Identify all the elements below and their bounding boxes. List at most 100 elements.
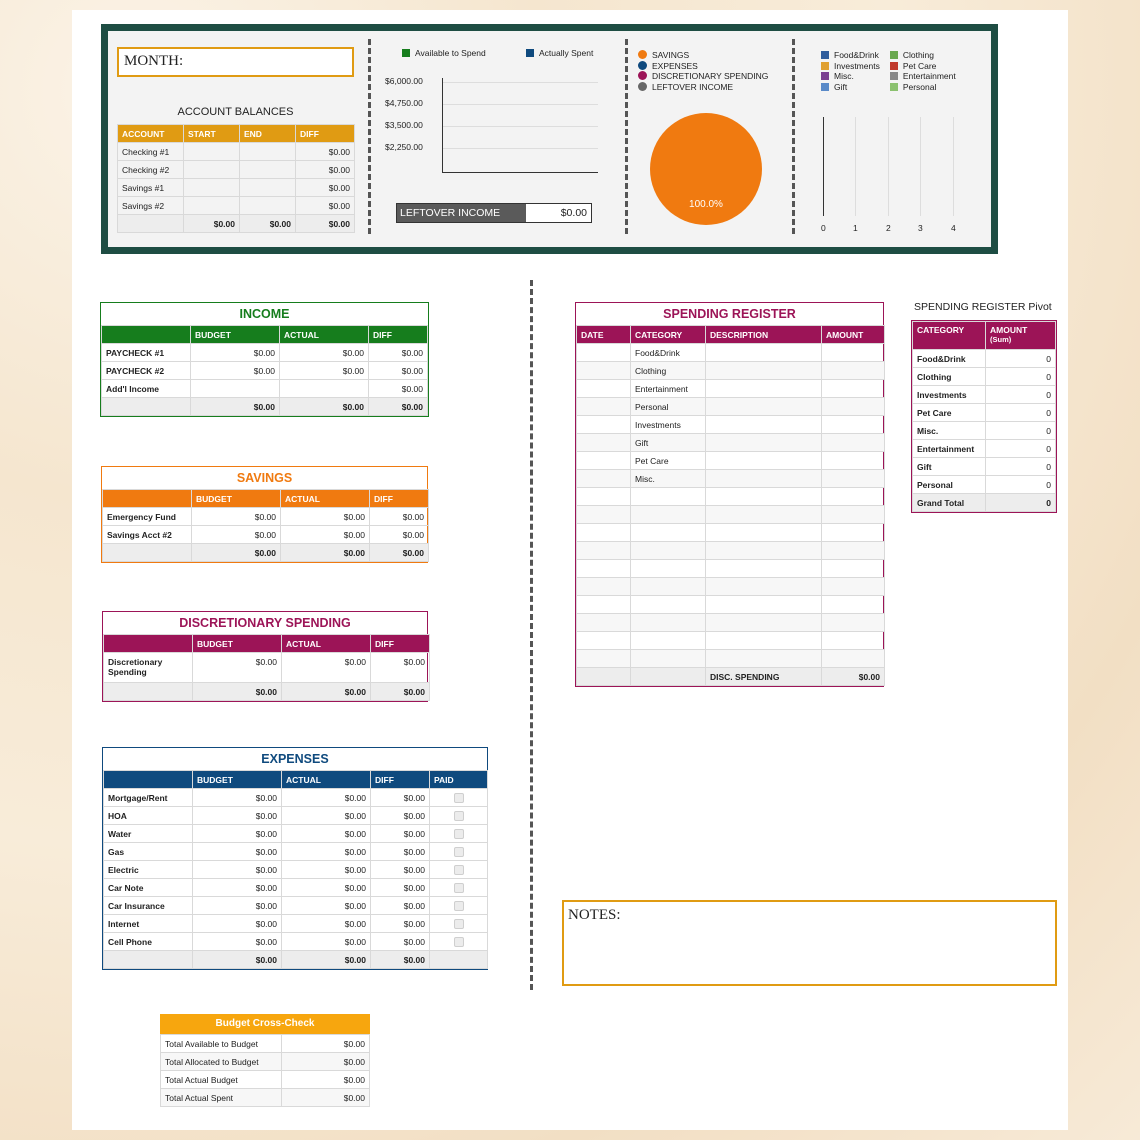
value-cell[interactable]: $0.00 bbox=[370, 788, 430, 807]
paid-checkbox[interactable] bbox=[453, 810, 464, 821]
value-cell[interactable]: $0.00 bbox=[281, 806, 371, 825]
value-cell[interactable]: $0.00 bbox=[192, 896, 282, 915]
value-cell[interactable]: $0.00 bbox=[281, 824, 371, 843]
amount-cell[interactable] bbox=[821, 451, 885, 470]
amount-cell[interactable] bbox=[821, 397, 885, 416]
category-cell[interactable] bbox=[630, 559, 706, 578]
value-cell[interactable]: $0.00 bbox=[370, 824, 430, 843]
value-cell[interactable]: $0.00 bbox=[190, 361, 280, 380]
amount-cell[interactable] bbox=[821, 649, 885, 668]
category-cell[interactable]: Personal bbox=[630, 397, 706, 416]
value-cell[interactable]: $0.00 bbox=[192, 652, 282, 683]
description-cell[interactable] bbox=[705, 559, 822, 578]
description-cell[interactable] bbox=[705, 361, 822, 380]
amount-cell[interactable] bbox=[821, 415, 885, 434]
date-cell[interactable] bbox=[576, 541, 631, 560]
value-cell[interactable] bbox=[239, 142, 296, 161]
value-cell[interactable]: $0.00 bbox=[191, 525, 281, 544]
value-cell[interactable]: $0.00 bbox=[368, 361, 428, 380]
value-cell[interactable]: $0.00 bbox=[295, 142, 355, 161]
value-cell[interactable]: $0.00 bbox=[369, 525, 429, 544]
amount-cell[interactable] bbox=[821, 469, 885, 488]
value-cell[interactable]: $0.00 bbox=[370, 652, 430, 683]
value-cell[interactable]: $0.00 bbox=[192, 932, 282, 951]
paid-checkbox[interactable] bbox=[453, 828, 464, 839]
value-cell[interactable]: $0.00 bbox=[192, 788, 282, 807]
notes-box[interactable]: NOTES: bbox=[562, 900, 1057, 986]
date-cell[interactable] bbox=[576, 415, 631, 434]
description-cell[interactable] bbox=[705, 379, 822, 398]
date-cell[interactable] bbox=[576, 505, 631, 524]
category-cell[interactable] bbox=[630, 577, 706, 596]
date-cell[interactable] bbox=[576, 379, 631, 398]
amount-cell[interactable] bbox=[821, 379, 885, 398]
paid-checkbox[interactable] bbox=[453, 846, 464, 857]
value-cell[interactable]: $0.00 bbox=[370, 860, 430, 879]
value-cell[interactable]: $0.00 bbox=[280, 525, 370, 544]
month-field[interactable]: MONTH: bbox=[117, 47, 354, 77]
paid-checkbox[interactable] bbox=[453, 918, 464, 929]
value-cell[interactable]: $0.00 bbox=[281, 914, 371, 933]
category-cell[interactable]: Clothing bbox=[630, 361, 706, 380]
value-cell[interactable]: $0.00 bbox=[370, 914, 430, 933]
value-cell[interactable]: $0.00 bbox=[370, 806, 430, 825]
value-cell[interactable]: $0.00 bbox=[192, 842, 282, 861]
value-cell[interactable]: $0.00 bbox=[281, 860, 371, 879]
value-cell[interactable]: $0.00 bbox=[295, 196, 355, 215]
value-cell[interactable]: $0.00 bbox=[295, 160, 355, 179]
description-cell[interactable] bbox=[705, 397, 822, 416]
date-cell[interactable] bbox=[576, 631, 631, 650]
category-cell[interactable]: Entertainment bbox=[630, 379, 706, 398]
date-cell[interactable] bbox=[576, 523, 631, 542]
description-cell[interactable] bbox=[705, 541, 822, 560]
category-cell[interactable] bbox=[630, 631, 706, 650]
amount-cell[interactable] bbox=[821, 631, 885, 650]
value-cell[interactable]: $0.00 bbox=[190, 343, 280, 362]
amount-cell[interactable] bbox=[821, 559, 885, 578]
description-cell[interactable] bbox=[705, 451, 822, 470]
value-cell[interactable] bbox=[183, 160, 240, 179]
category-cell[interactable]: Misc. bbox=[630, 469, 706, 488]
paid-checkbox[interactable] bbox=[453, 864, 464, 875]
value-cell[interactable]: $0.00 bbox=[279, 361, 369, 380]
description-cell[interactable] bbox=[705, 487, 822, 506]
value-cell[interactable] bbox=[279, 379, 369, 398]
value-cell[interactable]: $0.00 bbox=[192, 806, 282, 825]
date-cell[interactable] bbox=[576, 469, 631, 488]
value-cell[interactable]: $0.00 bbox=[281, 932, 371, 951]
description-cell[interactable] bbox=[705, 649, 822, 668]
date-cell[interactable] bbox=[576, 433, 631, 452]
value-cell[interactable]: $0.00 bbox=[192, 914, 282, 933]
value-cell[interactable]: $0.00 bbox=[369, 507, 429, 526]
value-cell[interactable]: $0.00 bbox=[281, 788, 371, 807]
category-cell[interactable]: Gift bbox=[630, 433, 706, 452]
amount-cell[interactable] bbox=[821, 523, 885, 542]
category-cell[interactable] bbox=[630, 523, 706, 542]
value-cell[interactable] bbox=[239, 178, 296, 197]
date-cell[interactable] bbox=[576, 559, 631, 578]
category-cell[interactable] bbox=[630, 541, 706, 560]
paid-checkbox[interactable] bbox=[453, 792, 464, 803]
amount-cell[interactable] bbox=[821, 613, 885, 632]
value-cell[interactable] bbox=[239, 196, 296, 215]
value-cell[interactable]: $0.00 bbox=[370, 896, 430, 915]
amount-cell[interactable] bbox=[821, 541, 885, 560]
value-cell[interactable]: $0.00 bbox=[192, 878, 282, 897]
value-cell[interactable]: $0.00 bbox=[295, 178, 355, 197]
value-cell[interactable]: $0.00 bbox=[368, 343, 428, 362]
value-cell[interactable]: $0.00 bbox=[281, 878, 371, 897]
date-cell[interactable] bbox=[576, 613, 631, 632]
description-cell[interactable] bbox=[705, 523, 822, 542]
description-cell[interactable] bbox=[705, 433, 822, 452]
amount-cell[interactable] bbox=[821, 505, 885, 524]
category-cell[interactable] bbox=[630, 649, 706, 668]
description-cell[interactable] bbox=[705, 343, 822, 362]
date-cell[interactable] bbox=[576, 649, 631, 668]
amount-cell[interactable] bbox=[821, 595, 885, 614]
value-cell[interactable]: $0.00 bbox=[281, 896, 371, 915]
value-cell[interactable]: $0.00 bbox=[370, 842, 430, 861]
value-cell[interactable]: $0.00 bbox=[368, 379, 428, 398]
value-cell[interactable]: $0.00 bbox=[192, 824, 282, 843]
amount-cell[interactable] bbox=[821, 361, 885, 380]
description-cell[interactable] bbox=[705, 577, 822, 596]
